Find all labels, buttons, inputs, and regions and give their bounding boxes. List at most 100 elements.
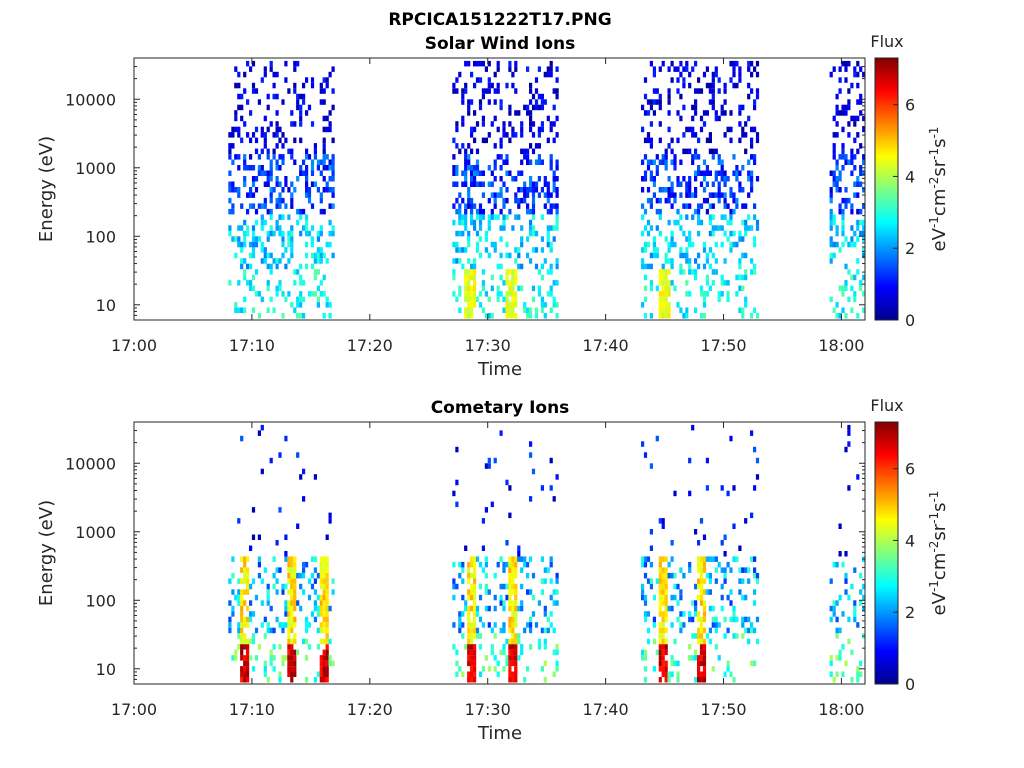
heatmap-cell bbox=[237, 622, 241, 628]
heatmap-cell bbox=[658, 622, 662, 628]
heatmap-cell bbox=[260, 600, 264, 606]
heatmap-cell bbox=[723, 110, 727, 116]
heatmap-cell bbox=[478, 60, 483, 67]
heatmap-cell bbox=[726, 126, 730, 133]
heatmap-cell bbox=[841, 671, 845, 677]
heatmap-cell bbox=[726, 176, 730, 182]
heatmap-cell bbox=[281, 313, 285, 319]
heatmap-cell bbox=[302, 296, 306, 303]
heatmap-cell bbox=[549, 291, 553, 297]
heatmap-cell bbox=[732, 71, 736, 78]
heatmap-cell bbox=[278, 567, 282, 573]
heatmap-cell bbox=[738, 589, 742, 595]
heatmap-cell bbox=[293, 121, 297, 127]
heatmap-cell bbox=[676, 77, 680, 83]
heatmap-cell bbox=[266, 285, 270, 292]
heatmap-cell bbox=[508, 170, 512, 176]
heatmap-cell bbox=[296, 93, 300, 100]
heatmap-cell bbox=[511, 616, 515, 623]
heatmap-cell bbox=[711, 77, 715, 83]
heatmap-cell bbox=[275, 159, 279, 165]
heatmap-cell bbox=[490, 649, 494, 656]
heatmap-cell bbox=[246, 660, 250, 667]
heatmap-cell bbox=[328, 230, 332, 237]
heatmap-cell bbox=[862, 594, 866, 601]
heatmap-cell bbox=[266, 236, 270, 242]
heatmap-cell bbox=[526, 187, 530, 193]
heatmap-cell bbox=[234, 154, 238, 160]
heatmap-cell bbox=[266, 230, 270, 237]
heatmap-cell bbox=[723, 230, 727, 237]
heatmap-cell bbox=[502, 132, 506, 138]
heatmap-cell bbox=[313, 148, 317, 155]
heatmap-cell bbox=[511, 655, 515, 661]
heatmap-cell bbox=[508, 594, 512, 601]
heatmap-cell bbox=[711, 269, 715, 275]
heatmap-cell bbox=[284, 611, 288, 617]
heatmap-cell bbox=[502, 126, 506, 133]
heatmap-cell bbox=[717, 77, 721, 83]
heatmap-cell bbox=[526, 252, 530, 259]
heatmap-cell bbox=[260, 148, 264, 155]
heatmap-cell bbox=[287, 655, 291, 661]
heatmap-cell bbox=[251, 666, 256, 672]
heatmap-cell bbox=[237, 82, 241, 89]
heatmap-cell bbox=[729, 247, 733, 253]
heatmap-cell bbox=[643, 561, 648, 568]
heatmap-cell bbox=[243, 296, 247, 303]
heatmap-cell bbox=[254, 627, 259, 634]
heatmap-cell bbox=[246, 208, 250, 215]
heatmap-cell bbox=[228, 578, 232, 584]
heatmap-cell bbox=[254, 208, 259, 215]
heatmap-cell bbox=[284, 60, 288, 67]
heatmap-cell bbox=[531, 181, 536, 187]
heatmap-cell bbox=[729, 616, 733, 623]
heatmap-cell bbox=[243, 633, 247, 639]
heatmap-cell bbox=[658, 296, 662, 303]
heatmap-cell bbox=[750, 258, 754, 264]
heatmap-cell bbox=[260, 214, 264, 220]
heatmap-cell bbox=[464, 247, 468, 253]
heatmap-cell bbox=[481, 208, 485, 215]
heatmap-cell bbox=[643, 649, 648, 656]
heatmap-cell bbox=[514, 600, 518, 606]
heatmap-cell bbox=[496, 671, 500, 677]
heatmap-cell bbox=[655, 99, 659, 105]
heatmap-cell bbox=[467, 197, 471, 204]
heatmap-cell bbox=[537, 104, 541, 111]
heatmap-cell bbox=[284, 247, 288, 253]
heatmap-cell bbox=[228, 132, 232, 138]
heatmap-cell bbox=[331, 66, 335, 72]
heatmap-cell bbox=[658, 655, 662, 661]
heatmap-cell bbox=[467, 572, 471, 579]
heatmap-cell bbox=[717, 192, 721, 198]
heatmap-cell bbox=[643, 594, 648, 601]
heatmap-cell bbox=[254, 187, 259, 193]
heatmap-cell bbox=[305, 110, 309, 116]
heatmap-cell bbox=[517, 655, 521, 661]
heatmap-cell bbox=[237, 132, 241, 138]
heatmap-cell bbox=[487, 219, 491, 226]
heatmap-cell bbox=[290, 600, 294, 606]
heatmap-cell bbox=[856, 622, 860, 628]
heatmap-cell bbox=[661, 567, 665, 573]
heatmap-cell bbox=[481, 170, 485, 176]
heatmap-cell bbox=[257, 561, 261, 568]
heatmap-cell bbox=[753, 600, 757, 606]
heatmap-cell bbox=[664, 291, 668, 297]
heatmap-cell bbox=[549, 561, 553, 568]
figure-title: RPCICA151222T17.PNG bbox=[388, 10, 611, 30]
heatmap-cell bbox=[723, 258, 727, 264]
heatmap-cell bbox=[493, 165, 497, 171]
heatmap-cell bbox=[260, 165, 264, 171]
heatmap-cell bbox=[490, 285, 494, 292]
heatmap-cell bbox=[664, 307, 668, 313]
heatmap-cell bbox=[481, 60, 485, 67]
heatmap-cell bbox=[511, 677, 515, 683]
heatmap-cell bbox=[473, 649, 477, 656]
heatmap-cell bbox=[305, 677, 309, 683]
heatmap-cell bbox=[844, 551, 848, 557]
heatmap-cell bbox=[322, 578, 326, 584]
heatmap-cell bbox=[473, 644, 477, 650]
heatmap-cell bbox=[461, 567, 465, 573]
